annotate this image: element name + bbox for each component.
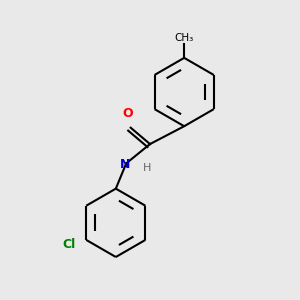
Text: N: N: [119, 158, 130, 171]
Text: CH₃: CH₃: [175, 33, 194, 43]
Text: Cl: Cl: [63, 238, 76, 251]
Text: O: O: [122, 107, 133, 120]
Text: H: H: [143, 163, 151, 173]
